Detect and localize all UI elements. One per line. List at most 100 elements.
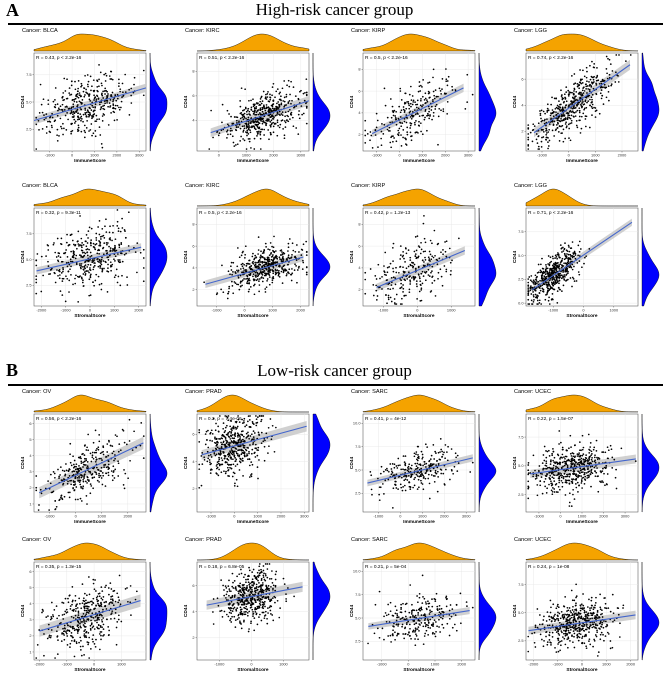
data-point	[408, 107, 411, 110]
data-point	[544, 269, 547, 272]
data-point	[103, 114, 106, 116]
data-point	[437, 271, 440, 274]
data-point	[91, 104, 94, 107]
side-density-curve	[149, 413, 168, 513]
data-point	[545, 133, 548, 136]
data-point	[562, 250, 565, 252]
data-point	[576, 126, 579, 129]
data-point	[557, 286, 560, 289]
data-point	[74, 282, 77, 285]
data-point	[269, 133, 272, 136]
data-point	[268, 114, 271, 117]
data-point	[289, 93, 291, 96]
data-point	[379, 472, 382, 475]
data-point	[536, 271, 539, 274]
data-point	[130, 87, 133, 90]
data-point	[277, 271, 279, 274]
data-point	[580, 482, 583, 484]
data-point	[222, 452, 225, 454]
data-point	[590, 86, 593, 88]
data-point	[242, 109, 244, 112]
scatter-panel-5: Cancer: BLCA R = 0.32, p = 9.3e-11 -2000 -1…	[20, 182, 180, 332]
data-point	[568, 482, 571, 485]
data-point	[420, 450, 423, 453]
data-point	[587, 88, 589, 90]
data-point	[107, 263, 109, 266]
data-point	[542, 136, 545, 138]
data-point	[569, 91, 572, 94]
data-point	[284, 269, 287, 272]
data-point	[63, 495, 66, 498]
data-point	[426, 129, 428, 132]
data-point	[253, 279, 255, 282]
data-point	[266, 278, 269, 280]
data-point	[229, 450, 231, 452]
data-point	[287, 79, 290, 82]
data-point	[98, 258, 101, 261]
data-point	[568, 246, 570, 248]
data-point	[76, 93, 79, 95]
data-point	[540, 146, 543, 148]
data-point	[40, 103, 43, 106]
data-point	[228, 441, 230, 444]
data-point	[45, 126, 48, 128]
data-point	[578, 84, 581, 87]
regression-line	[371, 87, 464, 135]
x-axis-label: StromalScore	[237, 313, 269, 319]
chart-title: Cancer: OV	[22, 389, 51, 395]
data-point	[265, 107, 268, 110]
data-point	[128, 88, 130, 91]
data-point	[529, 286, 532, 289]
data-point	[77, 116, 80, 119]
data-point	[62, 483, 64, 486]
data-point	[95, 237, 98, 239]
data-point	[437, 143, 439, 146]
data-point	[527, 127, 530, 130]
data-point	[89, 75, 92, 78]
data-point	[424, 279, 427, 282]
data-point	[386, 469, 389, 472]
data-point	[261, 128, 264, 131]
data-point	[247, 133, 250, 135]
data-point	[241, 418, 243, 421]
data-point	[75, 254, 78, 257]
data-point	[548, 271, 551, 273]
data-point	[60, 272, 63, 274]
data-point	[57, 255, 60, 257]
data-point	[569, 253, 572, 256]
data-point	[445, 92, 447, 95]
chart-title: Cancer: UCEC	[514, 389, 551, 395]
data-point	[78, 118, 81, 121]
data-point	[549, 273, 552, 275]
data-point	[364, 119, 367, 122]
data-point	[236, 265, 239, 268]
x-tick-label: 0	[233, 514, 236, 519]
data-point	[423, 460, 426, 463]
data-point	[91, 115, 94, 118]
data-point	[424, 250, 427, 253]
data-point	[445, 468, 447, 471]
data-point	[261, 122, 264, 125]
data-point	[234, 144, 237, 146]
data-point	[298, 251, 300, 253]
y-axis-label: CD44	[183, 251, 189, 264]
data-point	[255, 422, 258, 424]
data-point	[535, 133, 538, 135]
y-tick-label: 6	[192, 432, 194, 437]
data-point	[410, 139, 413, 142]
data-point	[560, 476, 563, 479]
data-point	[94, 279, 97, 282]
data-point	[413, 277, 416, 280]
data-point	[242, 474, 244, 477]
data-point	[404, 468, 407, 471]
data-point	[86, 270, 88, 272]
data-point	[244, 425, 246, 428]
data-point	[572, 493, 574, 496]
data-point	[249, 286, 252, 288]
data-point	[43, 118, 46, 121]
x-tick-label: 1000	[253, 514, 262, 519]
data-point	[58, 477, 60, 479]
data-point	[236, 116, 239, 119]
data-point	[431, 265, 434, 268]
data-point	[409, 124, 412, 127]
